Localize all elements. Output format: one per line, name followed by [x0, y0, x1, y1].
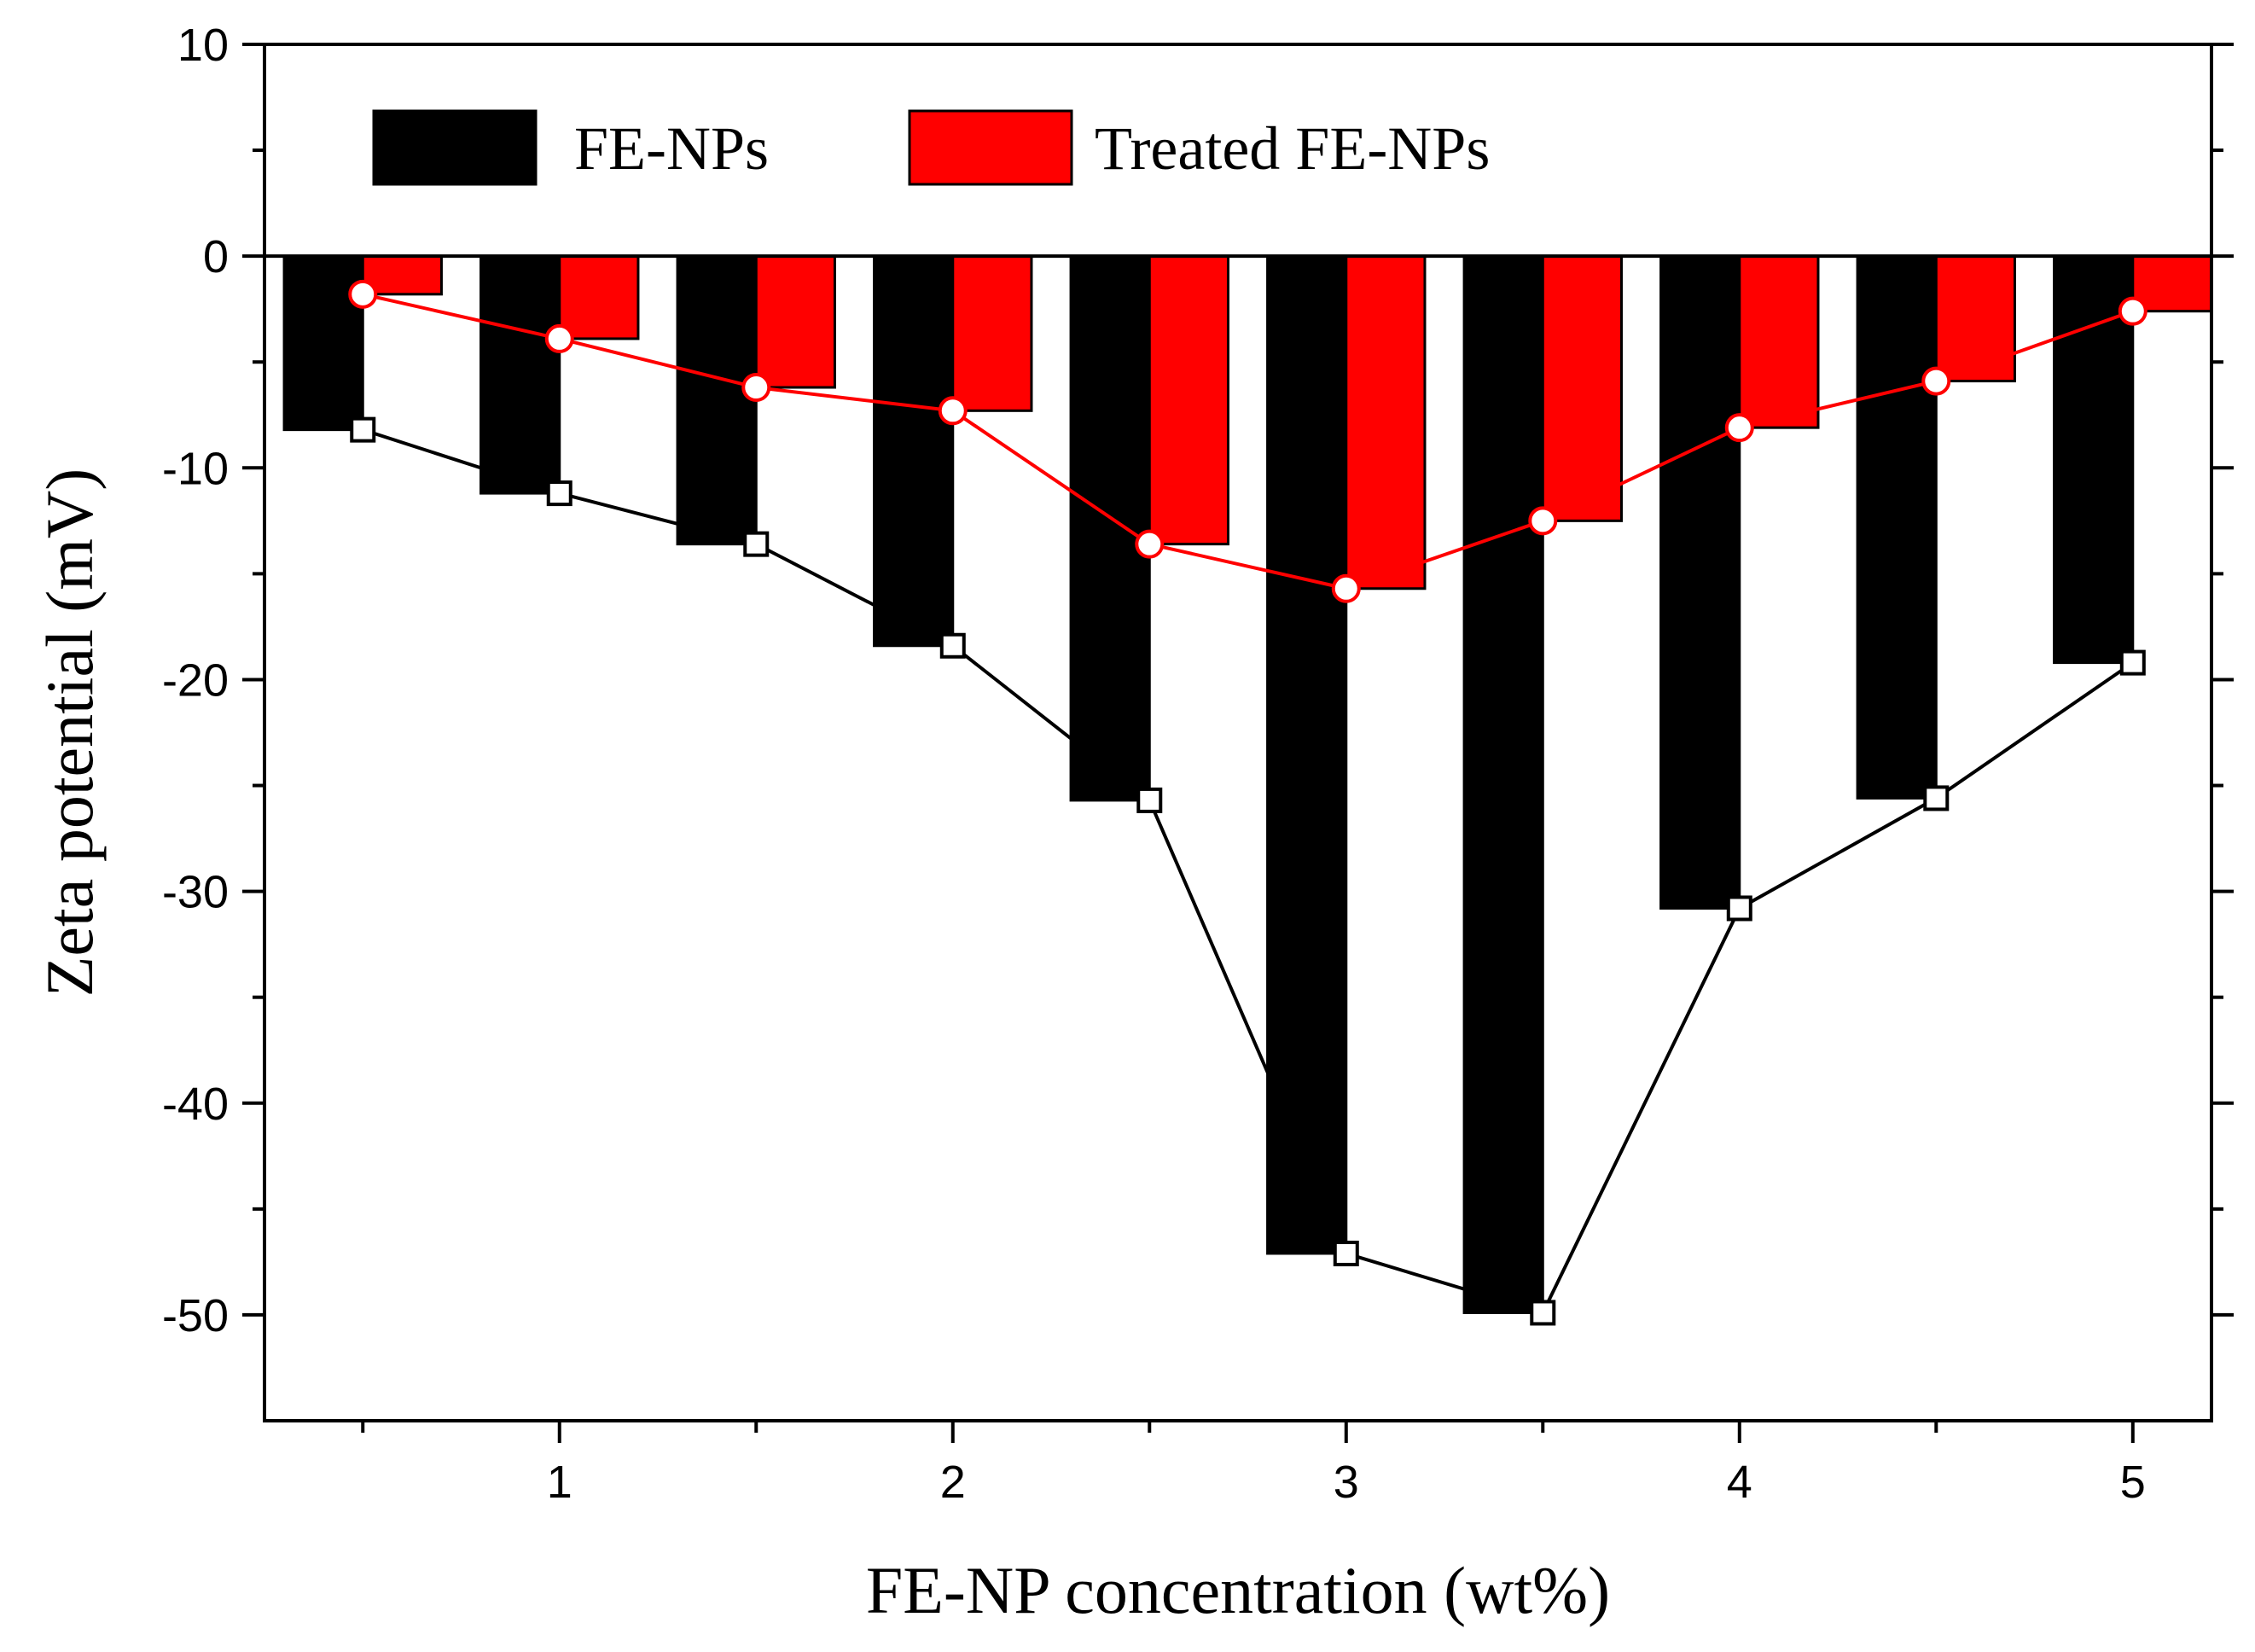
bar-treated-fe-nps-8: [1934, 254, 2016, 383]
point-fe-nps-8: [1923, 785, 1950, 811]
y-tick-label-4: -30: [162, 867, 229, 918]
plot-frame: [263, 43, 2213, 1422]
series-line-fe-nps: [362, 428, 2134, 1315]
bar-treated-fe-nps-5: [1345, 254, 1427, 590]
bar-fe-nps-4: [1069, 254, 1151, 802]
bar-fe-nps-3: [873, 254, 955, 648]
point-fe-nps-9: [2119, 649, 2146, 676]
x-tick-label-3: 4: [1727, 1457, 1752, 1508]
legend-swatch-fe-nps: [372, 109, 538, 186]
bar-fe-nps-2: [676, 254, 758, 546]
point-fe-nps-6: [1530, 1300, 1556, 1326]
bar-treated-fe-nps-2: [754, 254, 836, 389]
x-axis-title: FE-NP concentration (wt%): [866, 1553, 1610, 1627]
x-tick-label-1: 2: [940, 1457, 966, 1508]
legend-swatch-treated-fe-nps: [908, 109, 1073, 186]
y-tick-label-6: -50: [162, 1290, 229, 1341]
bar-fe-nps-5: [1266, 254, 1348, 1255]
point-treated-fe-nps-5: [1331, 573, 1361, 603]
y-tick-label-3: -20: [162, 654, 229, 706]
point-fe-nps-4: [1136, 787, 1163, 813]
bar-treated-fe-nps-6: [1541, 254, 1623, 522]
point-fe-nps-2: [743, 531, 770, 557]
legend-label-fe-nps: FE-NPs: [574, 114, 769, 183]
y-tick-label-0: 10: [177, 20, 229, 71]
bar-treated-fe-nps-3: [951, 254, 1033, 412]
point-fe-nps-0: [350, 416, 376, 443]
point-treated-fe-nps-6: [1528, 506, 1558, 536]
x-tick-label-0: 1: [547, 1457, 572, 1508]
y-tick-label-1: 0: [203, 231, 229, 282]
point-fe-nps-5: [1333, 1240, 1359, 1266]
bar-fe-nps-6: [1462, 254, 1544, 1314]
y-tick-label-5: -40: [162, 1079, 229, 1130]
bar-treated-fe-nps-7: [1738, 254, 1820, 429]
y-tick-label-2: -10: [162, 443, 229, 494]
series-line-treated-fe-nps: [362, 292, 2134, 590]
legend-label-treated-fe-nps: Treated FE-NPs: [1095, 114, 1490, 183]
x-tick-label-2: 3: [1334, 1457, 1359, 1508]
bar-fe-nps-1: [479, 254, 561, 495]
point-treated-fe-nps-4: [1135, 529, 1165, 559]
point-treated-fe-nps-9: [2118, 296, 2147, 326]
point-treated-fe-nps-7: [1724, 413, 1754, 443]
bar-treated-fe-nps-4: [1148, 254, 1229, 546]
point-fe-nps-7: [1726, 895, 1752, 922]
point-treated-fe-nps-3: [938, 396, 968, 426]
point-fe-nps-3: [939, 632, 966, 659]
point-treated-fe-nps-0: [348, 279, 378, 309]
point-treated-fe-nps-8: [1921, 366, 1951, 396]
point-treated-fe-nps-2: [741, 373, 771, 403]
x-tick-label-4: 5: [2120, 1457, 2146, 1508]
point-fe-nps-1: [546, 480, 572, 507]
bar-treated-fe-nps-0: [361, 254, 443, 296]
bar-treated-fe-nps-1: [558, 254, 640, 340]
bar-fe-nps-0: [282, 254, 364, 432]
point-treated-fe-nps-1: [544, 323, 574, 353]
bar-fe-nps-7: [1659, 254, 1741, 910]
y-axis-title: Zeta potential (mV): [32, 468, 107, 997]
bar-fe-nps-8: [1856, 254, 1938, 800]
